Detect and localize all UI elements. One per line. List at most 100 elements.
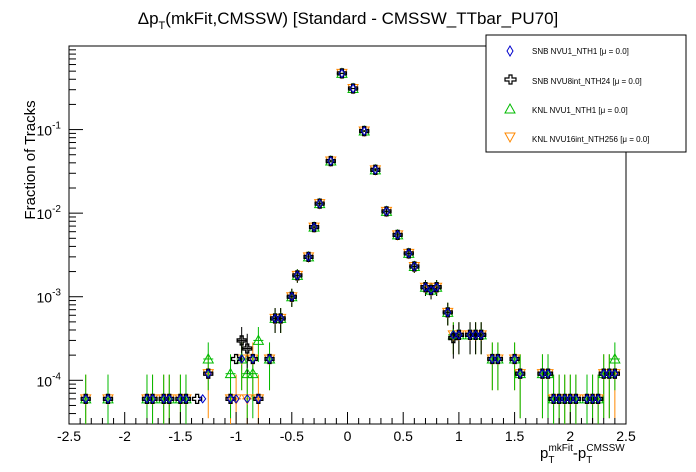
data-point-diamond xyxy=(160,394,168,404)
xlabel-p1: p xyxy=(540,445,548,462)
data-point-diamond xyxy=(594,394,602,404)
data-point-diamond xyxy=(516,368,524,379)
x-axis-title: pTmkFit-pTCMSSW xyxy=(540,443,625,466)
x-tick-label: 0 xyxy=(344,428,352,444)
title-delta-p: Δp xyxy=(138,9,159,28)
data-point-diamond xyxy=(588,394,597,404)
data-point-diamond xyxy=(360,126,368,136)
data-point-diamond xyxy=(583,394,591,404)
data-point-diamond xyxy=(232,394,240,404)
data-point-diamond xyxy=(410,261,418,272)
legend-entry-knl-nvu16int: KNL NVU16int_NTH256 [μ = 0.0] xyxy=(532,135,649,144)
data-point-diamond xyxy=(271,313,279,324)
data-point-diamond xyxy=(471,329,480,340)
data-point-cross xyxy=(230,353,242,365)
data-point-diamond xyxy=(405,248,413,259)
data-point-diamond xyxy=(293,270,301,281)
legend-box xyxy=(485,34,687,153)
data-point-diamond xyxy=(338,68,346,79)
data-point-diamond xyxy=(544,368,552,379)
data-point-diamond xyxy=(277,313,285,324)
xlabel-sup1: mkFit xyxy=(548,443,573,454)
legend-marker-triangle-up xyxy=(504,102,516,114)
data-point-triangle-up xyxy=(252,334,265,345)
y-axis: 10-4 10-3 10-2 10-1 xyxy=(37,45,83,425)
legend-entry-snb-nvu8int: SNB NVU8int_NTH24 [μ = 0.0] xyxy=(532,77,642,86)
data-point-diamond xyxy=(143,394,151,404)
data-point-diamond xyxy=(394,230,402,240)
data-point-diamond xyxy=(82,394,90,404)
data-point-diamond xyxy=(327,156,335,166)
chart-title: ΔpT(mkFit,CMSSW) [Standard - CMSSW_TTbar… xyxy=(138,9,559,32)
data-point-diamond xyxy=(176,394,185,404)
y-tick-label: 10-3 xyxy=(37,288,62,306)
y-tick-label: 10-2 xyxy=(37,204,62,222)
xlabel-minus: - xyxy=(573,445,578,462)
data-point-triangle-up xyxy=(609,352,621,364)
data-point-diamond xyxy=(304,252,313,262)
data-point-diamond xyxy=(555,394,563,404)
data-point-diamond xyxy=(254,394,263,404)
data-point-diamond xyxy=(444,307,452,318)
x-tick-label: 1.5 xyxy=(505,428,525,444)
data-point-diamond xyxy=(488,354,496,364)
x-tick-label: -2.5 xyxy=(57,428,81,444)
data-point-diamond xyxy=(600,368,608,379)
data-point-diamond xyxy=(148,394,157,404)
data-point-cross xyxy=(242,343,253,354)
data-point-diamond xyxy=(605,368,613,379)
x-axis: -2.5 -2 -1.5 -1 -0.5 0 0.5 1 1.5 2 2.5 xyxy=(57,412,636,444)
data-point-diamond xyxy=(561,394,569,404)
data-point-diamond xyxy=(421,282,430,293)
title-rest: (mkFit,CMSSW) [Standard - CMSSW_TTbar_PU… xyxy=(165,9,558,28)
x-tick-label: -2 xyxy=(118,428,131,444)
data-point-diamond xyxy=(510,354,519,364)
data-point-diamond xyxy=(249,354,257,364)
data-point-diamond xyxy=(204,368,212,379)
data-point-diamond xyxy=(265,354,274,364)
y-axis-title: Fraction of Tracks xyxy=(22,100,39,219)
x-tick-label: -0.5 xyxy=(280,428,304,444)
legend-entry-snb-nvu1: SNB NVU1_NTH1 [μ = 0.0] xyxy=(532,47,629,56)
data-markers xyxy=(79,67,621,405)
legend-marker-cross xyxy=(504,74,517,85)
data-point-diamond xyxy=(182,394,190,404)
data-point-diamond xyxy=(572,394,580,404)
data-point-triangle-up xyxy=(246,367,259,379)
xlabel-sup2: CMSSW xyxy=(586,443,625,454)
x-tick-label: 2 xyxy=(566,428,574,444)
legend-marker-triangle-down xyxy=(504,132,516,144)
data-point-diamond xyxy=(549,394,558,404)
data-point-diamond xyxy=(382,206,391,217)
data-point-diamond xyxy=(310,222,318,232)
data-point-diamond xyxy=(165,394,173,404)
data-point-triangle-up xyxy=(224,367,237,379)
data-point-diamond xyxy=(243,394,251,404)
xlabel-sub2: T xyxy=(586,455,592,466)
data-point-diamond xyxy=(427,285,435,295)
data-point-diamond xyxy=(566,394,574,404)
data-point-diamond xyxy=(226,394,235,404)
x-tick-label: 2.5 xyxy=(616,428,636,444)
data-point-diamond xyxy=(432,282,441,293)
data-point-diamond xyxy=(494,354,502,364)
data-point-diamond xyxy=(455,329,463,340)
y-tick-label: 10-4 xyxy=(37,371,62,389)
data-point-diamond xyxy=(466,329,474,340)
legend-marker-diamond xyxy=(506,45,514,57)
data-point-diamond xyxy=(288,291,296,302)
x-tick-label: 1 xyxy=(455,428,463,444)
x-tick-label: -1 xyxy=(230,428,243,444)
legend: SNB NVU1_NTH1 [μ = 0.0] SNB NVU8int_NTH2… xyxy=(485,34,687,153)
data-point-diamond xyxy=(199,394,207,404)
data-point-diamond xyxy=(477,329,485,340)
data-point-diamond xyxy=(316,198,324,209)
xlabel-sub1: T xyxy=(548,455,554,466)
data-point-diamond xyxy=(238,354,246,364)
title-subscript: T xyxy=(159,20,166,32)
data-point-diamond xyxy=(449,329,457,340)
y-tick-label: 10-1 xyxy=(37,121,62,139)
data-point-diamond xyxy=(371,164,379,175)
xlabel-p2: p xyxy=(578,445,586,462)
